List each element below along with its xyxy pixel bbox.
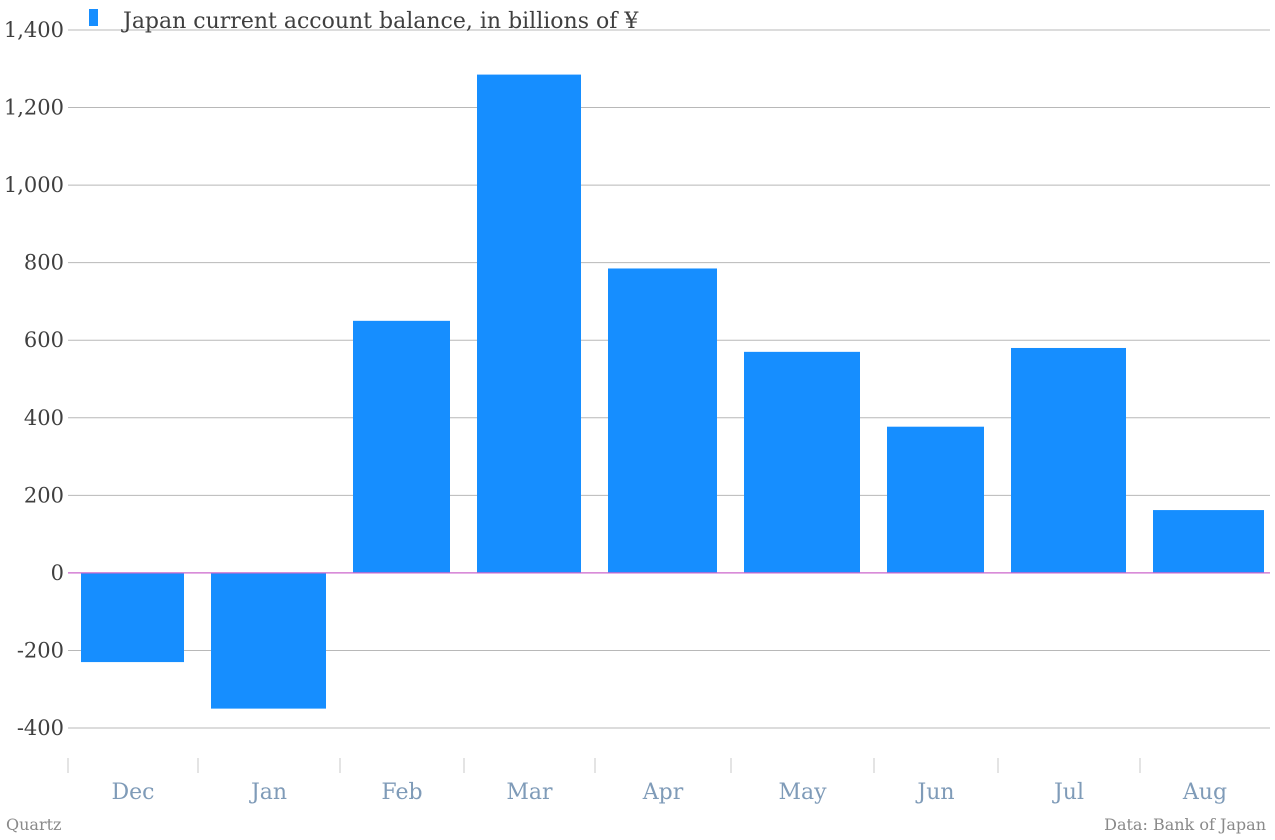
footer-source-right: Data: Bank of Japan: [1104, 815, 1266, 834]
legend: Japan current account balance, in billio…: [89, 9, 639, 34]
bar-apr: [608, 268, 717, 573]
x-tick-label: Jul: [1052, 780, 1084, 805]
bar-feb: [353, 320, 450, 573]
y-tick-label: 1,000: [4, 173, 64, 197]
y-tick-label: 1,200: [4, 96, 64, 120]
legend-label: Japan current account balance, in billio…: [121, 9, 639, 34]
legend-swatch: [89, 9, 98, 26]
x-tick-label: Aug: [1182, 780, 1227, 805]
footer-source-left: Quartz: [6, 815, 61, 834]
x-tick-label: Mar: [506, 780, 553, 805]
bar-jul: [1011, 347, 1126, 573]
bar-dec: [81, 572, 184, 663]
x-tick-label: Apr: [642, 780, 684, 805]
y-axis-tick-labels: 1,400 1,200 1,000 800 600 400 200 0 -200 -400: [4, 18, 64, 740]
y-tick-label: 800: [24, 251, 64, 275]
bar-mar: [477, 74, 581, 573]
y-tick-label: -200: [17, 638, 64, 662]
x-tick-label: Jun: [915, 780, 954, 805]
y-tick-label: 200: [24, 483, 64, 507]
y-tick-label: 0: [51, 561, 64, 585]
y-tick-label: 600: [24, 328, 64, 352]
bars: [81, 74, 1264, 709]
bar-jan: [211, 572, 326, 709]
x-axis-tick-labels: Dec Jan Feb Mar Apr May Jun Jul Aug: [112, 780, 1228, 805]
bar-may: [744, 351, 860, 573]
y-tick-label: 400: [24, 406, 64, 430]
x-tick-label: Feb: [381, 780, 422, 805]
bar-jun: [887, 426, 984, 573]
x-axis-ticks: [67, 758, 1141, 773]
y-tick-label: -400: [17, 716, 64, 740]
y-tick-label: 1,400: [4, 18, 64, 42]
x-tick-label: Dec: [112, 780, 155, 805]
x-tick-label: Jan: [249, 780, 287, 805]
x-tick-label: May: [778, 780, 827, 805]
bar-aug: [1153, 510, 1264, 573]
